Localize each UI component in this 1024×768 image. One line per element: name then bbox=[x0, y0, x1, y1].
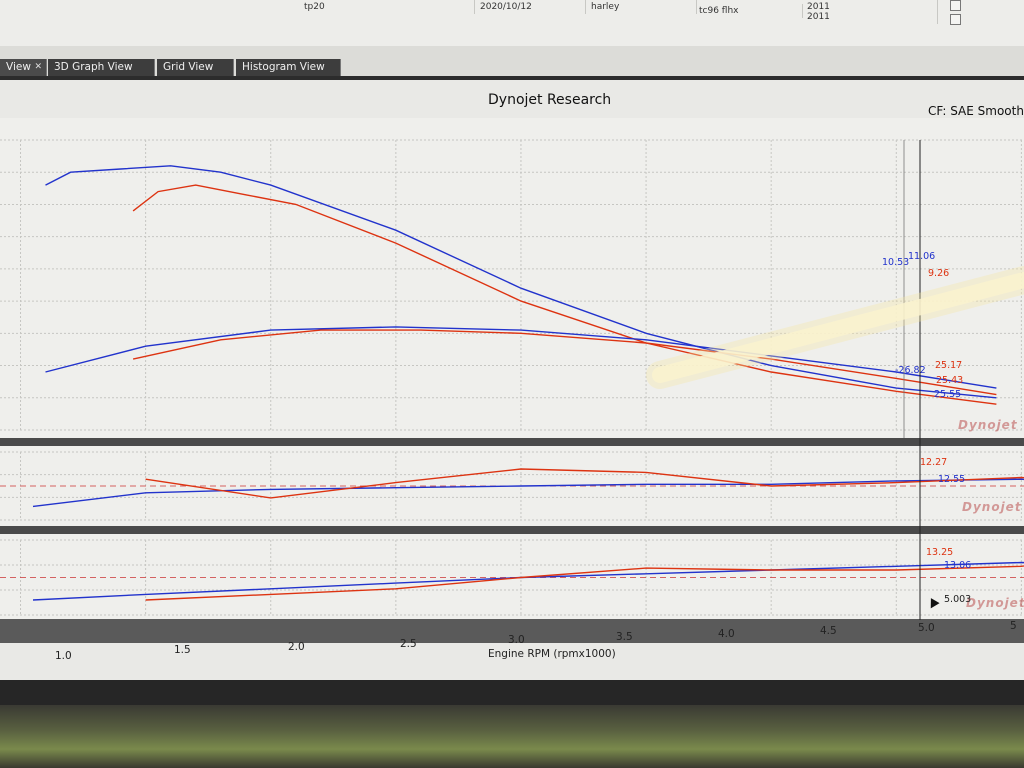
x-tick-label: 4.0 bbox=[718, 628, 735, 640]
value-annotation: 9.26 bbox=[928, 268, 949, 279]
series-line-0-1 bbox=[132, 184, 997, 405]
series-line-0-3 bbox=[132, 329, 997, 396]
tab-histogram-view[interactable]: Histogram View bbox=[236, 59, 341, 76]
tab-grid-view[interactable]: Grid View bbox=[157, 59, 234, 76]
x-tick-label: 2.5 bbox=[400, 638, 417, 650]
series-line-0-2 bbox=[45, 326, 997, 389]
run-table: tp20 2020/10/12 harley tc96 flhx 2011 20… bbox=[0, 0, 1024, 47]
x-tick-label: 5.0 bbox=[918, 622, 935, 634]
value-annotation: 25.43 bbox=[936, 375, 963, 386]
screen-glare bbox=[652, 272, 1024, 383]
table-cell-run[interactable]: tp20 bbox=[300, 0, 475, 14]
graph-title: Dynojet Research bbox=[488, 92, 612, 108]
x-tick-label: 4.5 bbox=[820, 625, 837, 637]
value-annotation: 13.25 bbox=[926, 547, 953, 558]
x-tick-label: 1.5 bbox=[174, 644, 191, 656]
chart-grid bbox=[0, 139, 1024, 616]
panel-top-bg bbox=[0, 118, 1024, 438]
panel-bottom-bg bbox=[0, 534, 1024, 619]
x-axis-label: Engine RPM (rpmx1000) bbox=[488, 648, 616, 660]
cursor-readout: 5.003 bbox=[944, 594, 972, 605]
dynojet-logo: Dynojet bbox=[958, 418, 1018, 432]
tab-view[interactable]: View ✕ bbox=[0, 59, 47, 76]
correction-factor: CF: SAE Smooth bbox=[928, 104, 1024, 118]
x-tick-label: 5 bbox=[1010, 620, 1017, 632]
value-annotation: 11.06 bbox=[908, 251, 935, 262]
dynojet-window: tp20 2020/10/12 harley tc96 flhx 2011 20… bbox=[0, 0, 1024, 705]
value-annotation: -26.82 bbox=[895, 365, 926, 376]
x-axis-bar bbox=[0, 619, 1024, 643]
screen-glare-glow bbox=[646, 266, 1024, 389]
series-line-1-1 bbox=[145, 468, 1024, 499]
run-checkbox[interactable] bbox=[950, 14, 961, 25]
run-checkbox[interactable] bbox=[950, 0, 961, 11]
x-tick-label: 2.0 bbox=[288, 641, 305, 653]
value-annotation: 12.27 bbox=[920, 457, 947, 468]
x-tick-label: 1.0 bbox=[55, 650, 72, 662]
series-line-2-1 bbox=[145, 565, 1024, 601]
series-line-0-0 bbox=[45, 165, 997, 399]
value-annotation: 12.55 bbox=[938, 474, 965, 485]
table-cell-model[interactable]: tc96 flhx bbox=[695, 4, 803, 18]
panel-separator bbox=[0, 526, 1024, 534]
chart-series bbox=[32, 165, 1024, 601]
table-cell-make[interactable]: harley bbox=[587, 0, 697, 14]
monitor-bezel bbox=[0, 680, 1024, 705]
x-tick-label: 3.0 bbox=[508, 634, 525, 646]
close-icon[interactable]: ✕ bbox=[34, 62, 42, 72]
value-annotation: 25.55 bbox=[934, 389, 961, 400]
table-cell-year[interactable]: 2011 bbox=[803, 0, 938, 14]
tab-label: View bbox=[6, 61, 31, 73]
table-cell-year-2[interactable]: 2011 bbox=[803, 10, 938, 24]
dynojet-logo: Dynojet bbox=[966, 596, 1024, 610]
value-annotation: 10.53 bbox=[882, 257, 909, 268]
value-annotation: 25.17 bbox=[935, 360, 962, 371]
background-scene bbox=[0, 705, 1024, 768]
x-tick-label: 3.5 bbox=[616, 631, 633, 643]
tab-3d-graph-view[interactable]: 3D Graph View bbox=[48, 59, 155, 76]
dynojet-logo: Dynojet bbox=[962, 500, 1022, 514]
table-cell-date[interactable]: 2020/10/12 bbox=[476, 0, 586, 14]
view-tab-bar: View ✕ 3D Graph View Grid View Histogram… bbox=[0, 46, 1024, 80]
value-annotation: 13.06 bbox=[944, 560, 971, 571]
series-line-2-0 bbox=[32, 561, 1024, 601]
panel-separator bbox=[0, 438, 1024, 446]
